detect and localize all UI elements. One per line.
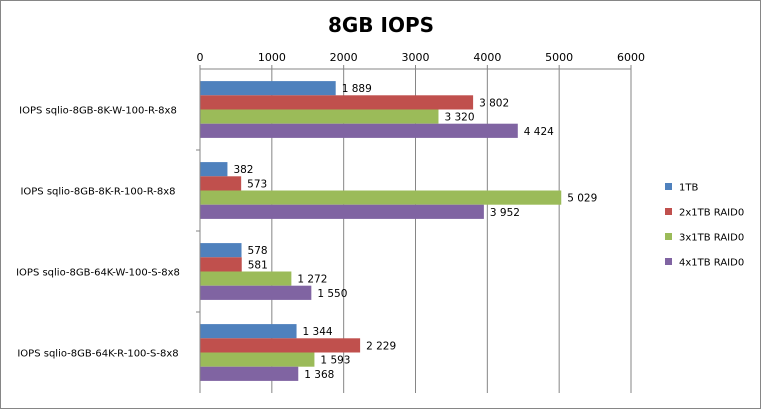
legend-swatch [665, 208, 672, 215]
bar [200, 81, 336, 96]
bar [200, 204, 484, 219]
data-label: 1 344 [303, 326, 333, 338]
x-tick-label: 4000 [473, 51, 501, 64]
bar [200, 190, 562, 205]
bar [200, 271, 292, 286]
bar [200, 324, 297, 339]
bar [200, 123, 518, 138]
data-label: 581 [248, 259, 268, 271]
data-label: 1 593 [320, 355, 350, 367]
bar [200, 162, 228, 177]
x-tick-label: 1000 [258, 51, 286, 64]
data-label: 4 424 [524, 126, 554, 138]
x-tick-label: 2000 [330, 51, 358, 64]
data-label: 3 802 [479, 97, 509, 109]
x-tick-label: 5000 [545, 51, 573, 64]
chart-title: 8GB IOPS [328, 13, 434, 37]
bar [200, 338, 361, 353]
data-label: 1 889 [342, 83, 372, 95]
category-label: IOPS sqlio-8GB-64K-R-100-S-8x8 [17, 349, 178, 360]
bar [200, 95, 474, 110]
category-label: IOPS sqlio-8GB-8K-R-100-R-8x8 [20, 187, 175, 198]
data-label: 3 320 [444, 112, 474, 124]
bar [200, 285, 312, 300]
bar [200, 109, 439, 124]
legend-label: 2x1TB RAID0 [679, 208, 744, 219]
category-label: IOPS sqlio-8GB-64K-W-100-S-8x8 [16, 268, 180, 279]
legend-label: 3x1TB RAID0 [679, 233, 744, 244]
legend-swatch [665, 258, 672, 265]
data-label: 573 [247, 178, 267, 190]
data-label: 1 550 [317, 288, 347, 300]
bar [200, 243, 242, 258]
category-label: IOPS sqlio-8GB-8K-W-100-R-8x8 [19, 106, 177, 117]
data-label: 3 952 [490, 207, 520, 219]
x-tick-label: 3000 [402, 51, 430, 64]
legend-label: 4x1TB RAID0 [679, 258, 744, 269]
bar [200, 366, 299, 381]
legend-label: 1TB [679, 183, 698, 194]
legend-swatch [665, 183, 672, 190]
legend-swatch [665, 233, 672, 240]
bar [200, 352, 315, 367]
data-label: 382 [233, 164, 253, 176]
data-label: 1 368 [304, 369, 334, 381]
bar [200, 257, 242, 272]
data-label: 1 272 [297, 274, 327, 286]
x-tick-label: 6000 [617, 51, 645, 64]
bar [200, 176, 242, 191]
data-label: 5 029 [567, 193, 597, 205]
x-tick-label: 0 [197, 51, 204, 64]
data-label: 2 229 [366, 340, 396, 352]
data-label: 578 [248, 245, 268, 257]
